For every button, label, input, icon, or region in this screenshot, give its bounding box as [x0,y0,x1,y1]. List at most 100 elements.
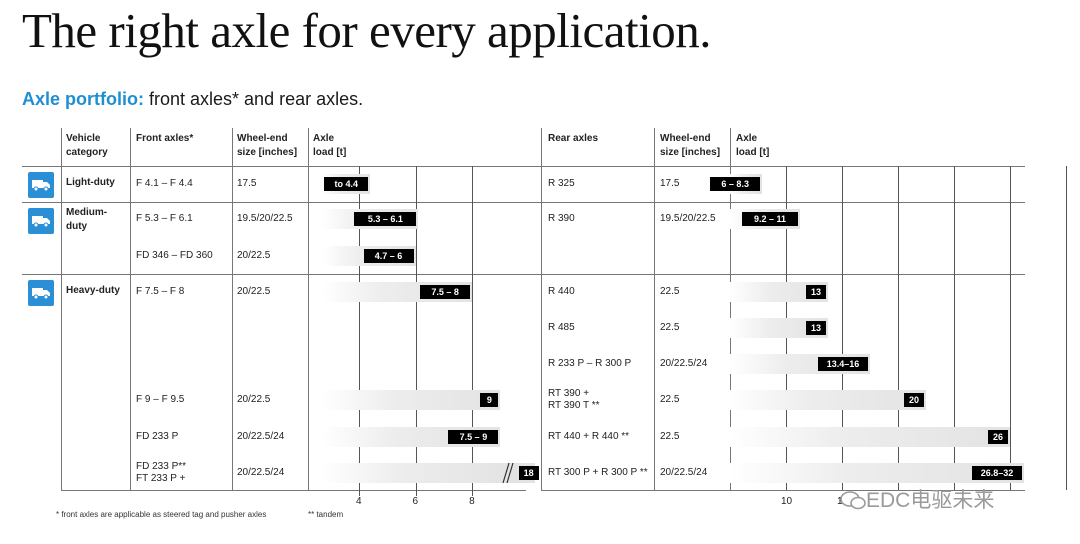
rear-axis-tick-label: 10 [781,496,793,507]
rear-load-label: 6 – 8.3 [710,177,761,191]
front-wheel-end: 17.5 [237,178,257,189]
rear-wheel-end: 17.5 [660,178,680,189]
front-axle-name: F 7.5 – F 8 [136,286,185,297]
front-gridline-6 [415,166,417,496]
column-divider [541,128,542,490]
rear-axle-name: R 233 P – R 300 P [548,358,632,369]
header-rear-axles: Rear axles [548,133,599,144]
column-divider [730,128,731,490]
front-load-bar [322,463,515,483]
rear-axle-name: R 390 [548,213,575,224]
watermark: EDC电驱未来 [840,484,994,514]
rear-gridline-30 [1066,166,1067,490]
rear-load-label: 13.4–16 [818,357,868,371]
rear-wheel-end: 22.5 [660,322,680,333]
front-row-divider [22,274,548,275]
rear-row-divider [541,490,1025,491]
subtitle-rest: front axles* and rear axles. [144,89,364,109]
front-load-bar [322,390,501,410]
category-heavy-duty: Heavy-duty [66,285,120,296]
rear-load-label: 13 [806,321,826,335]
rear-load-bar [730,318,828,338]
rear-gridline-14 [842,166,843,490]
rear-load-label: 26 [988,430,1008,444]
watermark-text: EDC电驱未来 [866,489,995,512]
front-load-label: 9 [480,393,499,407]
rear-gridline-22 [954,166,955,490]
front-wheel-end: 20/22.5 [237,394,271,405]
rear-row-divider [541,202,1025,203]
front-axle-name: F 9 – F 9.5 [136,394,185,405]
front-load-label: 5.3 – 6.1 [354,212,417,226]
subtitle-highlight: Axle portfolio: [22,89,144,109]
header-front-wheel-end: Wheel-end size [inches] [237,133,298,158]
rear-row-divider [541,166,1025,167]
column-divider [232,128,233,490]
header-front-axles: Front axles* [136,133,194,144]
front-load-label: 18 [518,466,539,480]
rear-wheel-end: 22.5 [660,286,680,297]
rear-axle-name: R 440 [548,286,575,297]
rear-wheel-end: 20/22.5/24 [660,358,708,369]
rear-gridline-26 [1010,166,1011,490]
front-axis-tick-label: 4 [355,496,362,507]
page-title: The right axle for every application. [22,3,712,58]
rear-wheel-end: 22.5 [660,394,680,405]
rear-row-divider [541,274,1025,275]
front-row-divider [61,490,526,491]
rear-axle-name: R 325 [548,178,575,189]
front-load-label: 7.5 – 8 [420,285,471,299]
rear-gridline-18 [898,166,899,490]
footnote-tandem: ** tandem [308,510,344,519]
footnote-front: * front axles are applicable as steered … [56,510,267,519]
rear-load-bar [730,390,926,410]
rear-load-bar [730,282,828,302]
rear-load-label: 20 [904,393,924,407]
front-axle-name: FD 233 P [136,431,179,442]
rear-wheel-end: 19.5/20/22.5 [660,213,716,224]
front-gridline-8 [472,166,474,496]
column-divider [61,128,62,490]
front-load-label: 4.7 – 6 [363,249,414,263]
rear-load-bar [730,427,1010,447]
header-vehicle-category: Vehicle category [66,133,108,158]
column-divider [654,128,655,490]
front-load-label: to 4.4 [324,177,369,191]
front-wheel-end: 19.5/20/22.5 [237,213,293,224]
rear-wheel-end: 20/22.5/24 [660,467,708,478]
front-wheel-end: 20/22.5/24 [237,431,285,442]
rear-axis-tick-label: 1 [837,496,843,507]
rear-wheel-end: 22.5 [660,431,680,442]
rear-axle-name: RT 300 P + R 300 P ** [548,467,648,478]
header-front-axle-load: Axle load [t] [313,133,347,158]
front-axis-tick-label: 6 [412,496,419,507]
front-gridline-4 [358,166,360,496]
front-row-divider [22,166,548,167]
axis-break-mark [501,462,515,484]
light-truck-icon [28,172,54,198]
front-row-divider [22,202,548,203]
front-axle-name: FD 346 – FD 360 [136,250,213,261]
column-divider [308,128,309,490]
front-load-label: 7.5 – 9 [448,430,499,444]
rear-load-label: 9.2 – 11 [742,212,798,226]
wechat-logo-icon [840,491,866,510]
medium-truck-icon [28,208,54,234]
rear-axle-name: R 485 [548,322,575,333]
front-wheel-end: 20/22.5 [237,250,271,261]
front-axle-name: FD 233 P** FT 233 P + [136,461,187,484]
header-rear-axle-load: Axle load [t] [736,133,770,158]
column-divider [130,128,131,490]
heavy-truck-icon [28,280,54,306]
rear-axle-name: RT 390 + RT 390 T ** [548,388,600,411]
front-axis-tick-label: 8 [469,496,475,507]
category-light-duty: Light-duty [66,177,115,188]
front-axle-name: F 4.1 – F 4.4 [136,178,193,189]
front-wheel-end: 20/22.5 [237,286,271,297]
rear-axle-name: RT 440 + R 440 ** [548,431,630,442]
category-medium-duty: Medium-duty [66,207,108,232]
front-wheel-end: 20/22.5/24 [237,467,285,478]
rear-load-label: 26.8–32 [972,466,1022,480]
rear-load-label: 13 [806,285,826,299]
header-rear-wheel-end: Wheel-end size [inches] [660,133,721,158]
